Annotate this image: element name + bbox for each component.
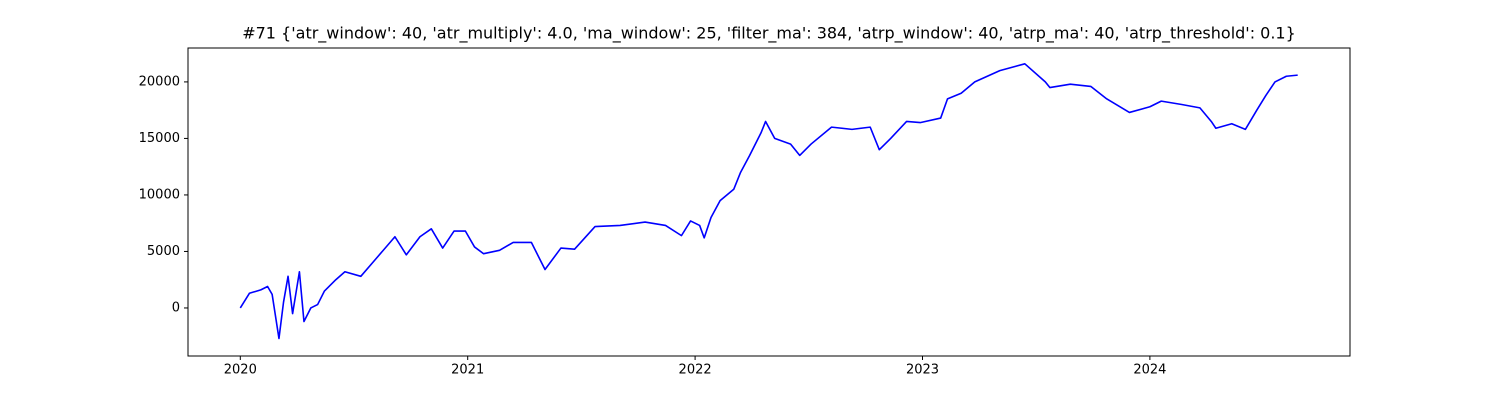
y-tick-label: 20000 — [139, 74, 180, 89]
line-series — [239, 63, 1298, 340]
y-tick-label: 5000 — [147, 244, 180, 259]
x-tick-label: 2024 — [1133, 363, 1166, 378]
x-tick-label: 2020 — [224, 363, 257, 378]
y-tick-label: 15000 — [139, 131, 180, 146]
chart-title: #71 {'atr_window': 40, 'atr_multiply': 4… — [242, 24, 1296, 44]
y-tick-label: 10000 — [139, 187, 180, 202]
x-tick-label: 2022 — [679, 363, 712, 378]
x-tick-label: 2021 — [451, 363, 484, 378]
y-tick-label: 0 — [172, 300, 180, 315]
x-tick-label: 2023 — [906, 363, 939, 378]
plot-frame — [187, 47, 1351, 357]
